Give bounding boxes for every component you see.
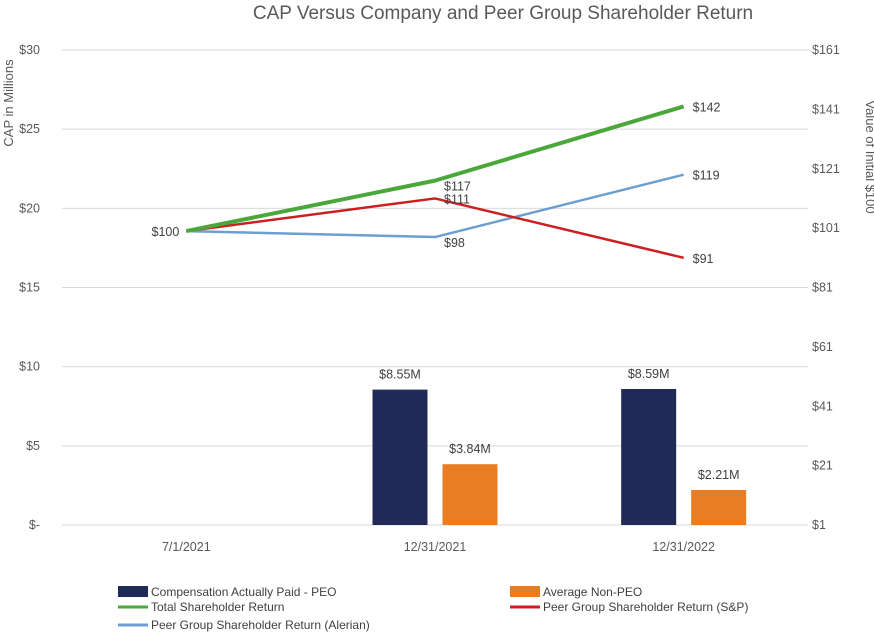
- left-tick-label: $5: [26, 439, 40, 453]
- left-axis-ticks: $- $5 $10 $15 $20 $25 $30: [19, 43, 40, 532]
- right-tick-label: $41: [812, 399, 833, 413]
- x-category-label: 7/1/2021: [162, 540, 211, 554]
- bar: [691, 490, 747, 525]
- legend-label: Average Non-PEO: [543, 585, 642, 599]
- bar-data-label: $8.55M: [379, 368, 421, 382]
- right-tick-label: $21: [812, 459, 833, 473]
- bar: [442, 464, 498, 525]
- bar-data-label: $2.21M: [698, 468, 740, 482]
- series-line: [186, 197, 684, 260]
- chart-title: CAP Versus Company and Peer Group Shareh…: [253, 3, 753, 24]
- line-data-label: $119: [693, 169, 720, 183]
- right-tick-label: $121: [812, 162, 840, 176]
- left-tick-label: $30: [19, 43, 40, 57]
- line-data-label: $98: [444, 236, 465, 250]
- legend-swatch: [118, 586, 148, 597]
- right-axis-ticks: $1 $21 $41 $61 $81 $101 $121 $141 $161: [812, 43, 840, 532]
- bar: [372, 389, 428, 525]
- right-tick-label: $141: [812, 102, 840, 116]
- legend-label: Compensation Actually Paid - PEO: [151, 585, 336, 599]
- left-tick-label: $20: [19, 201, 40, 215]
- lines: $100 $117 $142 $111 $91 $98 $119: [152, 100, 721, 265]
- legend-label: Total Shareholder Return: [151, 600, 284, 614]
- line-data-label: $91: [693, 252, 714, 266]
- series-line: [186, 173, 684, 239]
- x-category-label: 12/31/2022: [652, 540, 715, 554]
- line-data-label: $142: [693, 100, 721, 114]
- right-axis-title: Value of Initial $100: [863, 100, 874, 213]
- left-tick-label: $15: [19, 281, 40, 295]
- line-data-label: $100: [152, 225, 180, 239]
- left-axis-title: CAP in Millions: [1, 59, 16, 147]
- legend-label: Peer Group Shareholder Return (Alerian): [151, 618, 370, 632]
- bars: $8.55M $8.59M $3.84M $2.21M: [372, 367, 747, 525]
- left-tick-label: $10: [19, 360, 40, 374]
- legend-label: Peer Group Shareholder Return (S&P): [543, 600, 748, 614]
- right-tick-label: $61: [812, 340, 833, 354]
- legend: Compensation Actually Paid - PEO Average …: [118, 585, 748, 632]
- bar-data-label: $3.84M: [449, 442, 491, 456]
- gridlines: [62, 49, 808, 526]
- series-line: [185, 104, 685, 234]
- bar: [621, 388, 677, 525]
- right-tick-label: $81: [812, 281, 833, 295]
- line-data-label: $117: [444, 180, 471, 194]
- right-tick-label: $161: [812, 43, 840, 57]
- x-axis-categories: 7/1/2021 12/31/2021 12/31/2022: [162, 540, 715, 554]
- legend-swatch: [510, 586, 540, 597]
- line-data-label: $111: [444, 192, 470, 206]
- left-tick-label: $-: [29, 518, 40, 532]
- left-tick-label: $25: [19, 122, 40, 136]
- right-tick-label: $101: [812, 221, 840, 235]
- bar-data-label: $8.59M: [628, 367, 670, 381]
- x-category-label: 12/31/2021: [404, 540, 467, 554]
- right-tick-label: $1: [812, 518, 826, 532]
